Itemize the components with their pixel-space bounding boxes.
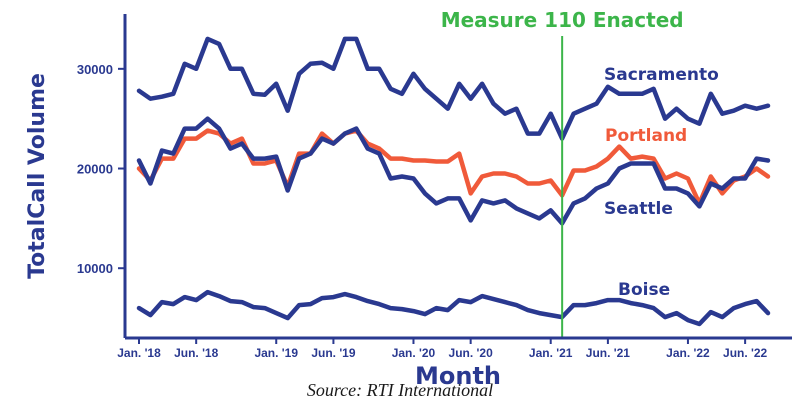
series-label-sacramento: Sacramento <box>604 65 719 85</box>
source-note: Source: RTI International <box>306 380 494 400</box>
x-tick-label: Jan. '18 <box>117 346 161 360</box>
y-tick-label: 20000 <box>77 162 113 177</box>
series-line-boise <box>136 289 771 327</box>
series-label-boise: Boise <box>618 280 670 300</box>
series-label-seattle: Seattle <box>604 199 673 219</box>
x-tick-label: Jun. '18 <box>174 346 219 360</box>
x-tick-label: Jan. '21 <box>529 346 573 360</box>
y-axis-title: TotalCall Volume <box>25 73 50 279</box>
series-label-portland: Portland <box>605 126 687 146</box>
x-tick-label: Jun. '21 <box>586 346 631 360</box>
x-tick-label: Jan. '19 <box>254 346 298 360</box>
x-tick-label: Jan. '20 <box>392 346 436 360</box>
x-tick-label: Jan. '22 <box>666 346 710 360</box>
x-tick-label: Jun. '22 <box>723 346 768 360</box>
series-line-sacramento <box>136 36 771 141</box>
x-axis-title: Month <box>415 362 501 390</box>
x-tick-label: Jun. '20 <box>449 346 494 360</box>
y-tick-label: 10000 <box>77 261 113 276</box>
series-line-seattle <box>136 116 771 226</box>
measure-110-label: Measure 110 Enacted <box>441 8 684 32</box>
x-tick-label: Jun. '19 <box>311 346 356 360</box>
y-tick-label: 30000 <box>77 62 113 77</box>
